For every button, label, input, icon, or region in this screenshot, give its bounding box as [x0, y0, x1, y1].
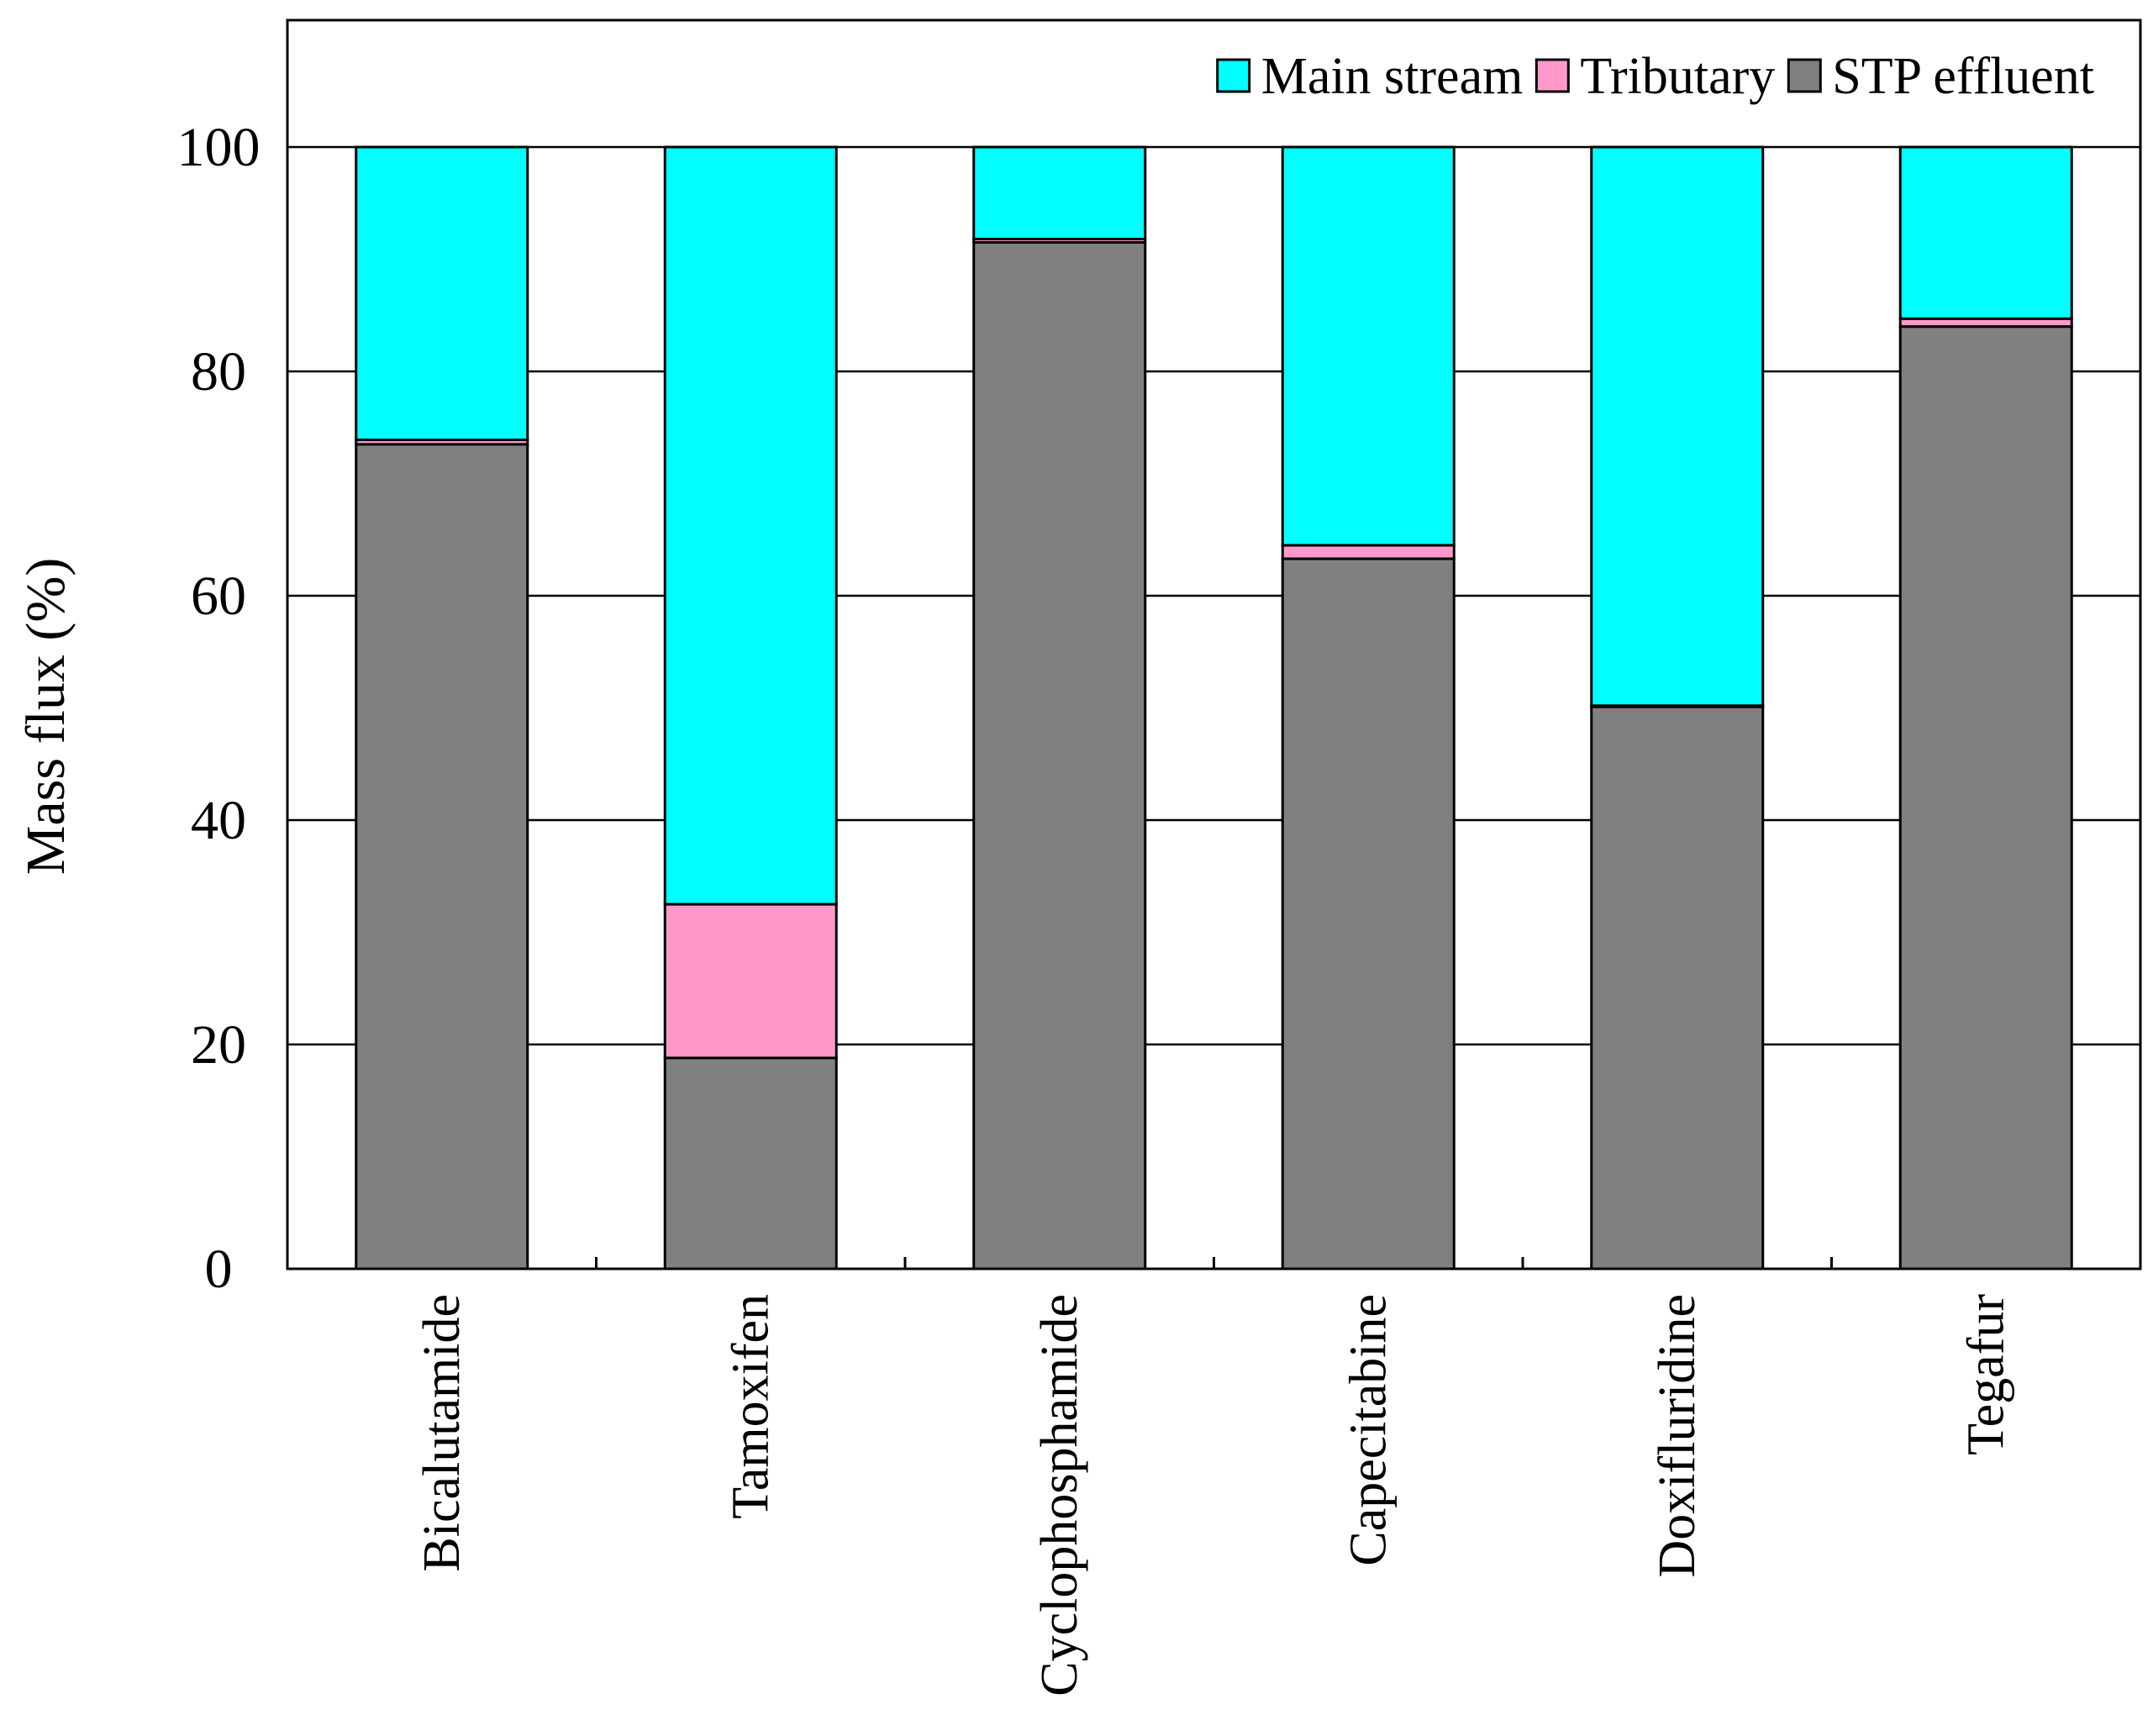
bars: [355, 145, 2073, 1270]
bar-cyclophosphamide-main-stream: [972, 145, 1147, 240]
legend-swatch-stp-effluent: [1787, 58, 1822, 93]
x-tick-label-bicalutamide: Bicalutamide: [413, 1294, 471, 1572]
bar-group-capecitabine: [1281, 145, 1456, 1270]
bar-capecitabine-main-stream: [1281, 145, 1456, 547]
y-tick-label-60: 60: [191, 566, 246, 627]
bar-tamoxifen-main-stream: [663, 145, 838, 906]
x-tick-label-capecitabine: Capecitabine: [1340, 1294, 1397, 1566]
y-tick-label-20: 20: [191, 1014, 246, 1076]
y-tick-label-80: 80: [191, 341, 246, 402]
bar-group-doxifluridine: [1590, 145, 1765, 1270]
y-tick-label-0: 0: [205, 1239, 233, 1300]
bar-tegafur-main-stream: [1898, 145, 2073, 320]
bar-tamoxifen-stp-effluent: [663, 1056, 838, 1270]
axes: 0 20 40 60 80 100 Bicalutamide Tamoxifen Cycloph…: [177, 117, 2015, 1697]
bar-doxifluridine-stp-effluent: [1590, 705, 1765, 1270]
gridlines: [287, 145, 2140, 1046]
x-tick-label-cyclophosphamide: Cyclophosphamide: [1031, 1294, 1088, 1697]
bar-doxifluridine-main-stream: [1590, 145, 1765, 708]
legend-label-tributary: Tributary: [1580, 48, 1775, 105]
y-axis-label: Mass flux (%): [15, 558, 76, 876]
bar-cyclophosphamide-stp-effluent: [972, 240, 1147, 1270]
bar-capecitabine-tributary: [1281, 544, 1456, 560]
bar-capecitabine-stp-effluent: [1281, 557, 1456, 1270]
bar-group-tamoxifen: [663, 145, 838, 1270]
x-tick-label-doxifluridine: Doxifluridine: [1649, 1294, 1706, 1578]
bar-tegafur-stp-effluent: [1898, 325, 2073, 1270]
bar-bicalutamide-stp-effluent: [355, 443, 529, 1270]
x-tick-label-tamoxifen: Tamoxifen: [722, 1294, 779, 1519]
bar-tamoxifen-tributary: [663, 902, 838, 1060]
legend: STP effluent Tributary Main stream: [1216, 48, 2094, 105]
legend-label-stp-effluent: STP effluent: [1832, 48, 2094, 105]
bar-group-tegafur: [1898, 145, 2073, 1270]
legend-label-main-stream: Main stream: [1261, 48, 1524, 105]
y-tick-label-100: 100: [177, 117, 261, 178]
y-tick-label-40: 40: [191, 790, 246, 851]
bar-group-cyclophosphamide: [972, 145, 1147, 1270]
bar-bicalutamide-main-stream: [355, 145, 529, 441]
x-tick-label-tegafur: Tegafur: [1957, 1294, 2014, 1455]
legend-swatch-tributary: [1534, 58, 1570, 93]
bar-group-bicalutamide: [355, 145, 529, 1270]
legend-swatch-main-stream: [1216, 58, 1251, 93]
